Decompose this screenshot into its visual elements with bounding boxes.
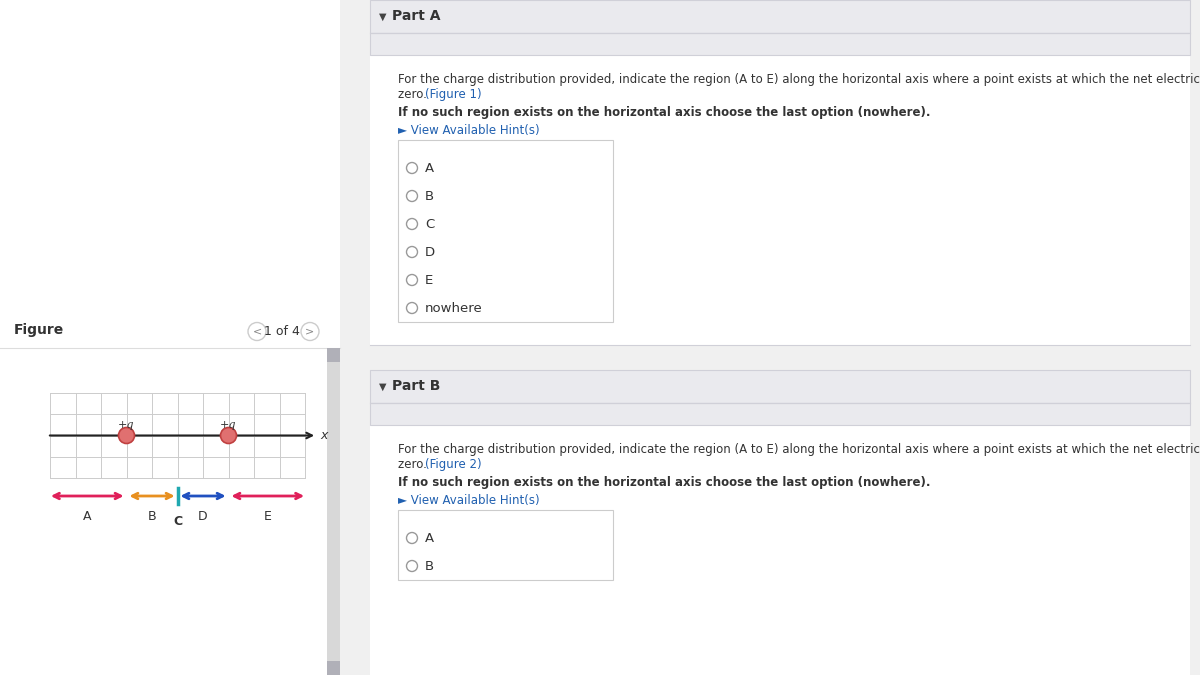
Text: zero.: zero. [398, 88, 431, 101]
Text: B: B [425, 560, 434, 572]
Bar [0, 0, 340, 675]
Text: B: B [425, 190, 434, 202]
Text: ▼: ▼ [379, 11, 386, 22]
Text: nowhere: nowhere [425, 302, 482, 315]
Text: ► View Available Hint(s): ► View Available Hint(s) [398, 124, 540, 137]
Text: A: A [425, 531, 434, 545]
Text: 1 of 4: 1 of 4 [264, 325, 300, 338]
Text: ▼: ▼ [379, 381, 386, 391]
Circle shape [248, 323, 266, 340]
Text: D: D [198, 510, 208, 523]
Bar [326, 348, 340, 362]
Text: If no such region exists on the horizontal axis choose the last option (nowhere): If no such region exists on the horizont… [398, 476, 930, 489]
Bar [370, 403, 1190, 425]
Circle shape [407, 246, 418, 257]
Circle shape [301, 323, 319, 340]
Bar [398, 140, 613, 322]
Circle shape [407, 275, 418, 286]
Bar [370, 345, 1190, 370]
Bar [370, 370, 1190, 403]
Text: C: C [173, 515, 182, 528]
Text: For the charge distribution provided, indicate the region (A to E) along the hor: For the charge distribution provided, in… [398, 73, 1200, 86]
Circle shape [407, 533, 418, 543]
Circle shape [407, 560, 418, 572]
Bar [370, 55, 1190, 345]
Text: E: E [425, 273, 433, 286]
Circle shape [221, 427, 236, 443]
Circle shape [407, 302, 418, 313]
Text: >: > [305, 327, 314, 337]
Text: C: C [425, 217, 434, 230]
Text: <: < [252, 327, 262, 337]
Text: Part B: Part B [392, 379, 440, 394]
Circle shape [407, 190, 418, 202]
Text: A: A [83, 510, 91, 523]
Text: +q: +q [119, 419, 134, 429]
Bar [326, 661, 340, 675]
Bar [370, 0, 1190, 675]
Bar [370, 0, 1190, 33]
Text: +q: +q [221, 419, 236, 429]
Circle shape [407, 219, 418, 230]
Bar [0, 315, 340, 348]
Text: E: E [264, 510, 271, 523]
Text: ► View Available Hint(s): ► View Available Hint(s) [398, 494, 540, 507]
Text: x: x [320, 429, 328, 442]
Text: If no such region exists on the horizontal axis choose the last option (nowhere): If no such region exists on the horizont… [398, 106, 930, 119]
Circle shape [119, 427, 134, 443]
Text: (Figure 2): (Figure 2) [425, 458, 481, 471]
Text: For the charge distribution provided, indicate the region (A to E) along the hor: For the charge distribution provided, in… [398, 443, 1200, 456]
Text: Part A: Part A [392, 9, 440, 24]
Text: A: A [425, 161, 434, 175]
Text: Figure: Figure [14, 323, 65, 337]
Text: B: B [148, 510, 156, 523]
Bar [326, 348, 340, 675]
Text: (Figure 1): (Figure 1) [425, 88, 481, 101]
Circle shape [407, 163, 418, 173]
Text: D: D [425, 246, 436, 259]
Bar [370, 425, 1190, 675]
Text: zero.: zero. [398, 458, 431, 471]
Bar [398, 510, 613, 580]
Bar [370, 33, 1190, 55]
